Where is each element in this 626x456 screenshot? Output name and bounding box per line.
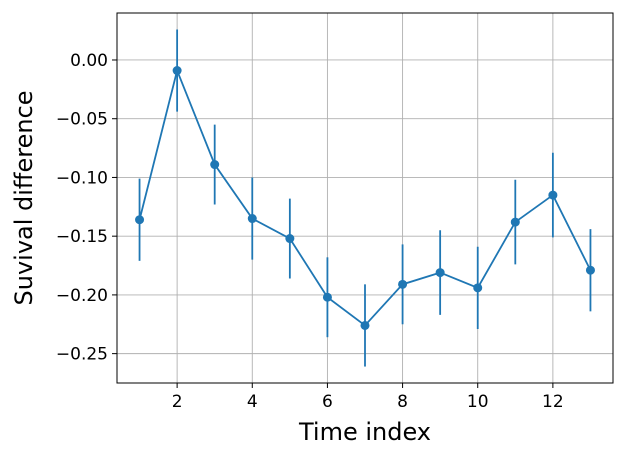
y-axis-ticks: 0.00 −0.05 −0.10 −0.15 −0.20 −0.25 [56,51,117,365]
plot-frame [116,12,614,384]
data-point [473,283,483,293]
data-point [172,66,182,76]
x-tick-label: 10 [467,392,489,412]
x-tick-label: 2 [172,392,183,412]
y-tick-label: −0.15 [56,227,108,247]
y-tick-label: −0.10 [56,168,108,188]
data-point [210,160,220,170]
x-tick-label: 6 [322,392,333,412]
data-point [435,268,445,278]
y-tick-label: 0.00 [70,51,108,71]
data-points [135,66,595,330]
x-tick-label: 8 [397,392,408,412]
data-point [548,190,558,200]
y-axis-label: Suvival difference [10,90,38,305]
y-tick-label: −0.05 [56,110,108,130]
data-point [510,217,520,227]
data-point [285,234,295,244]
data-point [585,265,595,275]
x-tick-label: 12 [542,392,564,412]
x-axis-ticks: 2 4 6 8 10 12 [172,383,564,412]
error-bars [138,29,592,367]
data-point [322,292,332,302]
data-point [135,215,145,225]
x-axis-label: Time index [298,418,431,446]
data-point [398,279,408,289]
data-point [247,214,257,224]
y-tick-label: −0.20 [56,286,108,306]
data-point [360,320,370,330]
y-tick-label: −0.25 [56,345,108,365]
x-tick-label: 4 [247,392,258,412]
